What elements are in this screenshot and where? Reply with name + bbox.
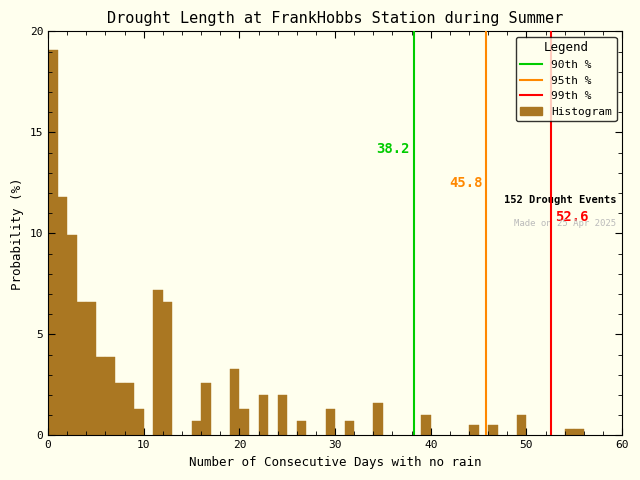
Bar xyxy=(345,421,354,435)
Bar xyxy=(58,197,67,435)
Bar xyxy=(96,357,106,435)
Bar xyxy=(125,383,134,435)
Text: 38.2: 38.2 xyxy=(376,142,410,156)
Bar xyxy=(278,395,287,435)
Title: Drought Length at FrankHobbs Station during Summer: Drought Length at FrankHobbs Station dur… xyxy=(107,11,563,26)
Bar xyxy=(421,415,431,435)
Bar xyxy=(230,369,239,435)
Y-axis label: Probability (%): Probability (%) xyxy=(11,177,24,290)
Bar xyxy=(297,421,307,435)
Text: 52.6: 52.6 xyxy=(555,210,589,224)
Text: 152 Drought Events: 152 Drought Events xyxy=(504,195,616,205)
Bar xyxy=(77,302,86,435)
Bar xyxy=(201,383,211,435)
Bar xyxy=(326,409,335,435)
Bar xyxy=(574,430,584,435)
Bar xyxy=(259,395,268,435)
Bar xyxy=(469,425,479,435)
Bar xyxy=(106,357,115,435)
Bar xyxy=(115,383,125,435)
Bar xyxy=(154,290,163,435)
Bar xyxy=(239,409,249,435)
Bar xyxy=(564,430,574,435)
Bar xyxy=(67,236,77,435)
Legend: 90th %, 95th %, 99th %, Histogram: 90th %, 95th %, 99th %, Histogram xyxy=(516,37,616,121)
Bar xyxy=(517,415,527,435)
Bar xyxy=(163,302,172,435)
Bar xyxy=(48,49,58,435)
Text: 45.8: 45.8 xyxy=(449,176,483,190)
Text: Made on 25 Apr 2025: Made on 25 Apr 2025 xyxy=(515,219,616,228)
Bar xyxy=(134,409,144,435)
Bar xyxy=(373,403,383,435)
Bar xyxy=(86,302,96,435)
Bar xyxy=(191,421,201,435)
X-axis label: Number of Consecutive Days with no rain: Number of Consecutive Days with no rain xyxy=(189,456,481,469)
Bar xyxy=(488,425,498,435)
